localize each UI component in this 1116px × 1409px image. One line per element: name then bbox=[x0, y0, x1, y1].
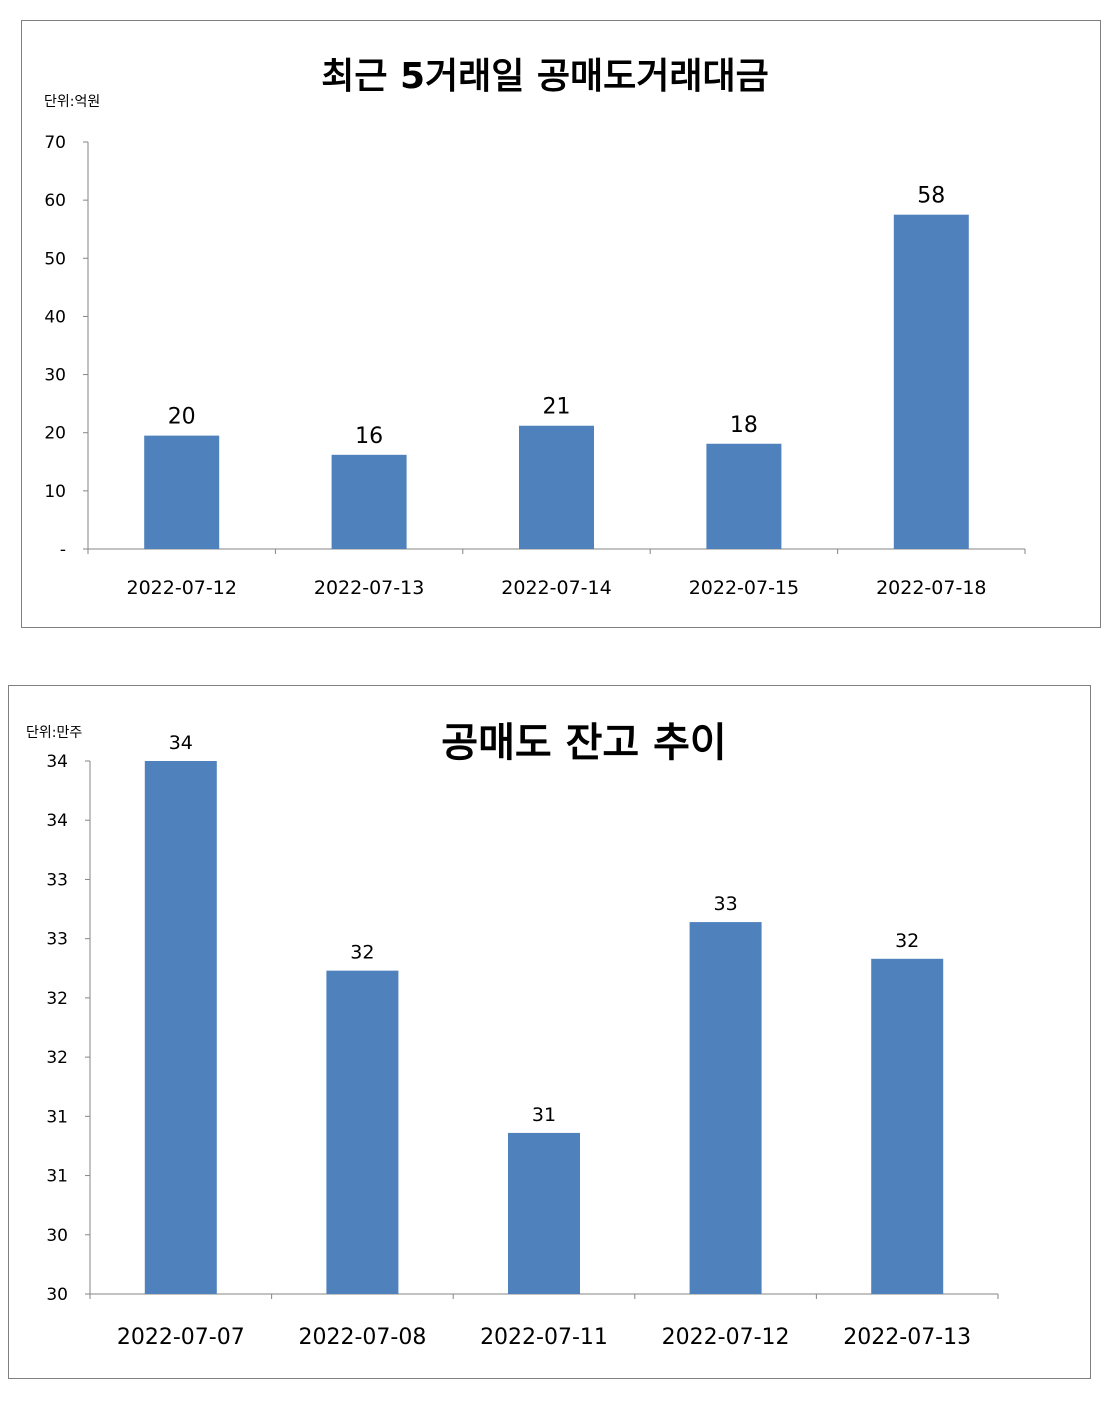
bar bbox=[144, 761, 217, 1294]
y-tick-label: 40 bbox=[44, 307, 66, 327]
x-tick-label: 2022-07-18 bbox=[876, 577, 986, 599]
x-tick-label: 2022-07-13 bbox=[314, 577, 424, 599]
y-tick-label: 30 bbox=[46, 1226, 68, 1246]
data-label: 33 bbox=[714, 893, 738, 915]
bar bbox=[519, 425, 594, 549]
x-tick-label: 2022-07-13 bbox=[843, 1325, 971, 1350]
y-tick-label: 33 bbox=[46, 870, 68, 890]
bar bbox=[331, 454, 407, 549]
y-tick-label: 32 bbox=[46, 1048, 68, 1068]
y-tick-label: 31 bbox=[46, 1107, 68, 1127]
y-tick-label: 70 bbox=[44, 133, 66, 153]
y-tick-label: 20 bbox=[44, 424, 66, 444]
chart-title: 최근 5거래일 공매도거래대금 bbox=[321, 56, 769, 97]
chart-panel-short-balance: 공매도 잔고 추이 단위:만주 30 30 31 31 32 32 33 33 34 34 34 2022… bbox=[8, 685, 1091, 1379]
chart-svg-short-balance: 공매도 잔고 추이 단위:만주 30 30 31 31 32 32 33 33 34 34 34 2022… bbox=[26, 720, 999, 1350]
data-label: 16 bbox=[355, 424, 383, 449]
x-tick-label: 2022-07-07 bbox=[117, 1325, 245, 1350]
y-tick-label: 34 bbox=[46, 811, 68, 831]
data-label: 32 bbox=[895, 930, 919, 952]
y-tick-label: 10 bbox=[44, 482, 66, 502]
bar bbox=[871, 958, 944, 1294]
data-label: 20 bbox=[168, 405, 196, 430]
x-tick-label: 2022-07-11 bbox=[480, 1325, 608, 1350]
unit-label: 단위:억원 bbox=[44, 94, 100, 110]
bar bbox=[689, 922, 762, 1294]
bar bbox=[144, 435, 220, 549]
y-tick-label: 50 bbox=[44, 249, 66, 269]
y-tick-label: 33 bbox=[46, 930, 68, 950]
bar bbox=[893, 214, 969, 549]
chart-title: 공매도 잔고 추이 bbox=[441, 720, 726, 766]
x-tick-label: 2022-07-15 bbox=[689, 577, 799, 599]
y-tick-label: - bbox=[60, 540, 66, 560]
y-tick-label: 34 bbox=[46, 752, 68, 772]
unit-label: 단위:만주 bbox=[26, 725, 82, 741]
bar bbox=[706, 443, 782, 549]
data-label: 58 bbox=[917, 184, 945, 209]
x-tick-label: 2022-07-08 bbox=[298, 1325, 426, 1350]
data-label: 34 bbox=[169, 732, 193, 754]
x-tick-label: 2022-07-12 bbox=[126, 577, 236, 599]
y-tick-label: 32 bbox=[46, 989, 68, 1009]
y-tick-label: 30 bbox=[44, 366, 66, 386]
data-label: 18 bbox=[730, 413, 758, 438]
data-label: 21 bbox=[543, 395, 571, 420]
y-tick-label: 60 bbox=[44, 191, 66, 211]
y-tick-label: 31 bbox=[46, 1167, 68, 1187]
x-tick-label: 2022-07-14 bbox=[501, 577, 611, 599]
x-tick-label: 2022-07-12 bbox=[662, 1325, 790, 1350]
bar bbox=[326, 970, 399, 1294]
y-tick-label: 30 bbox=[46, 1285, 68, 1305]
bar bbox=[508, 1132, 580, 1294]
data-label: 31 bbox=[532, 1104, 556, 1126]
data-label: 32 bbox=[350, 942, 374, 964]
